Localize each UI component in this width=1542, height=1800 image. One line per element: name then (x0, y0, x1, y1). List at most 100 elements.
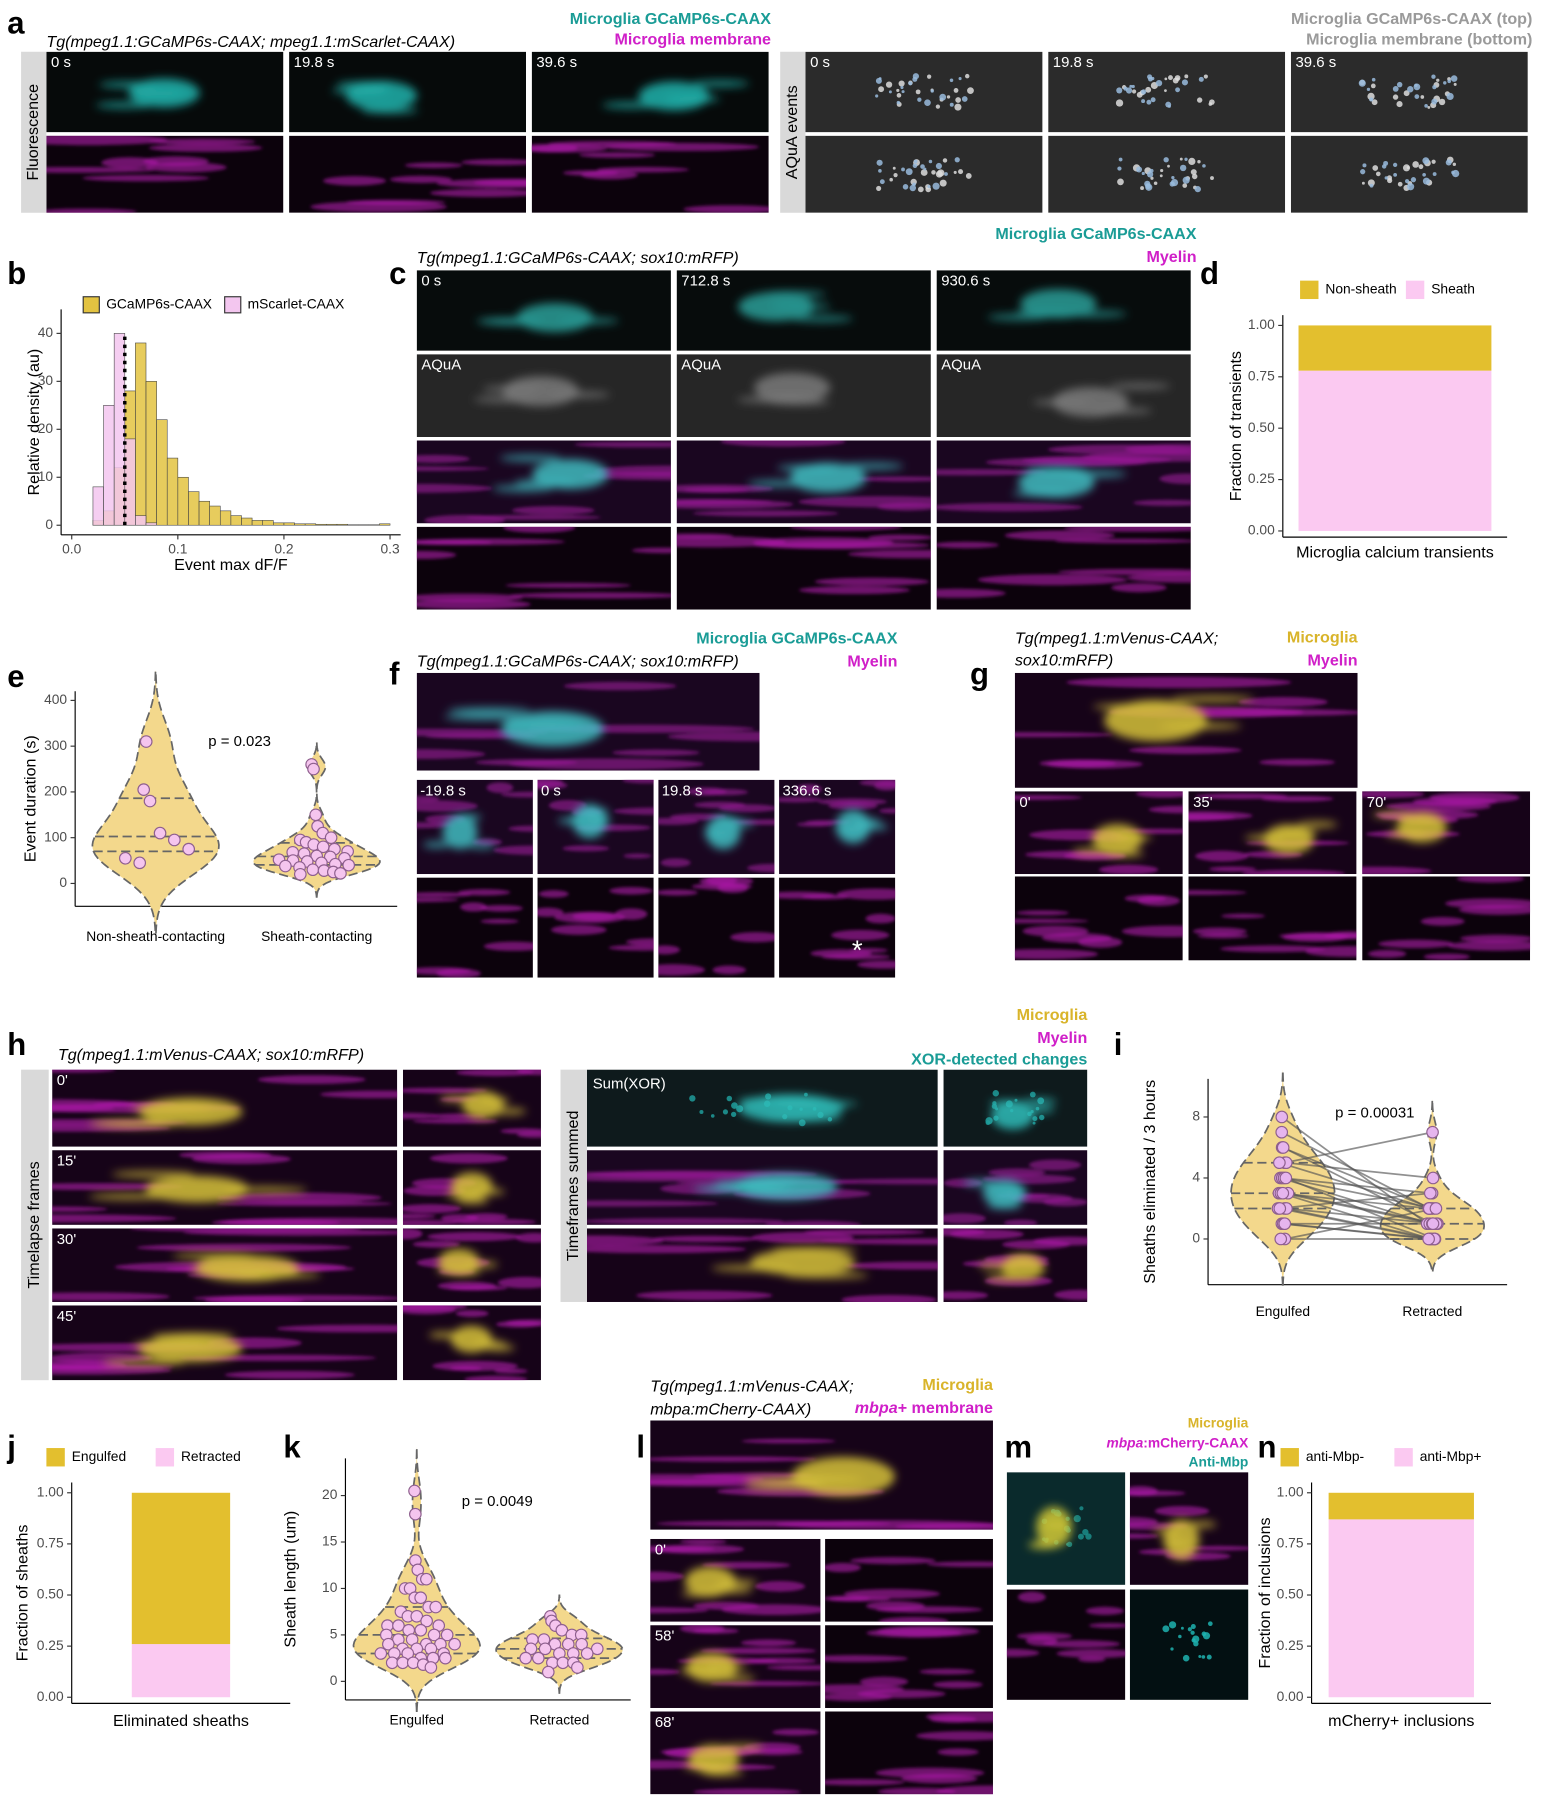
dot (992, 1090, 1000, 1097)
streak (831, 929, 890, 941)
streak (402, 1087, 488, 1094)
process (481, 1344, 515, 1352)
streak (480, 918, 519, 924)
dot (917, 97, 922, 102)
legend-label: Sheath (1431, 281, 1475, 296)
y-tick-label: 0.25 (1277, 1638, 1304, 1653)
cell (88, 1170, 308, 1203)
micrograph (1290, 51, 1528, 133)
streak (412, 1240, 461, 1248)
x-tick-label: Microglia calcium transients (1296, 543, 1494, 561)
micrograph (1290, 135, 1528, 213)
dot (1358, 79, 1366, 87)
process (467, 841, 496, 849)
dot (1169, 181, 1175, 187)
dot (1196, 97, 1203, 103)
x-tick-label: Engulfed (1256, 1304, 1310, 1319)
micrograph (658, 779, 775, 875)
myelin (402, 1305, 541, 1381)
cell (437, 1248, 499, 1276)
micrograph (531, 51, 769, 133)
point (424, 1661, 438, 1674)
process (548, 391, 610, 399)
point (531, 1651, 545, 1665)
dot (1369, 97, 1374, 102)
dot (1190, 169, 1197, 176)
streak (1362, 866, 1432, 875)
cell (1152, 1519, 1217, 1560)
process (1152, 1527, 1182, 1535)
point (1276, 1141, 1290, 1154)
micrograph (1129, 1589, 1249, 1700)
process (1401, 814, 1442, 822)
process (714, 1675, 756, 1682)
dot (1163, 157, 1169, 163)
dot (1202, 164, 1206, 168)
label: Myelin (1037, 1029, 1087, 1047)
process (703, 829, 732, 837)
micrograph (1188, 876, 1357, 961)
label: Tg(mpeg1.1:GCaMP6s-CAAX; mpeg1.1:mScarle… (46, 33, 455, 51)
micrograph (52, 1150, 398, 1225)
process (493, 1107, 527, 1115)
process (130, 1104, 213, 1112)
y-tick-label: 20 (322, 1487, 338, 1502)
streak (933, 1681, 983, 1689)
streak (865, 1601, 925, 1611)
streak (538, 890, 569, 898)
label: Microglia (1017, 1006, 1089, 1024)
streak (1066, 676, 1292, 688)
pair-line (1282, 1177, 1433, 1195)
streak (1006, 1648, 1040, 1657)
frame-label: 0 s (421, 273, 441, 290)
frame-label: 68' (655, 1714, 675, 1731)
cell-body (462, 1091, 504, 1119)
histogram-bar (304, 523, 317, 526)
histogram-bar (283, 522, 295, 526)
streak (625, 938, 654, 946)
streak (752, 537, 894, 549)
cell (492, 454, 609, 493)
label: Timelapse frames (25, 1161, 43, 1288)
process (437, 1267, 471, 1275)
streak (936, 469, 1048, 476)
streak (450, 1366, 482, 1371)
dot (901, 90, 905, 94)
bar-segment (1298, 325, 1492, 371)
cell (439, 1091, 527, 1119)
dot (954, 103, 962, 111)
frame-label: 15' (57, 1153, 77, 1170)
myelin (416, 526, 671, 610)
dot (876, 185, 882, 191)
streak (1085, 1606, 1125, 1615)
dot (1123, 86, 1128, 91)
streak (257, 1075, 366, 1085)
streak (748, 1748, 803, 1756)
legend-swatch (224, 296, 242, 314)
dot (1203, 74, 1208, 79)
streak (1420, 917, 1465, 926)
label: Microglia membrane (614, 31, 771, 49)
dot (1431, 98, 1438, 105)
point (538, 1642, 552, 1656)
dot (888, 90, 892, 94)
marker: * (852, 935, 863, 966)
cell (1244, 821, 1338, 855)
streak (323, 176, 387, 186)
streak (841, 1294, 937, 1302)
panel-label: b (7, 256, 26, 291)
streak (1259, 758, 1336, 766)
streak (650, 1456, 817, 1462)
micrograph (650, 1711, 821, 1795)
process (679, 1667, 720, 1675)
process (482, 385, 544, 393)
streak (1133, 499, 1191, 507)
dot (1178, 1634, 1182, 1639)
dot (1180, 1626, 1184, 1630)
point (408, 1484, 421, 1498)
streak (843, 1588, 941, 1599)
dot (1192, 1635, 1200, 1643)
cell (95, 78, 200, 109)
x-tick-label: Engulfed (390, 1712, 444, 1727)
histogram-bar (219, 510, 232, 526)
